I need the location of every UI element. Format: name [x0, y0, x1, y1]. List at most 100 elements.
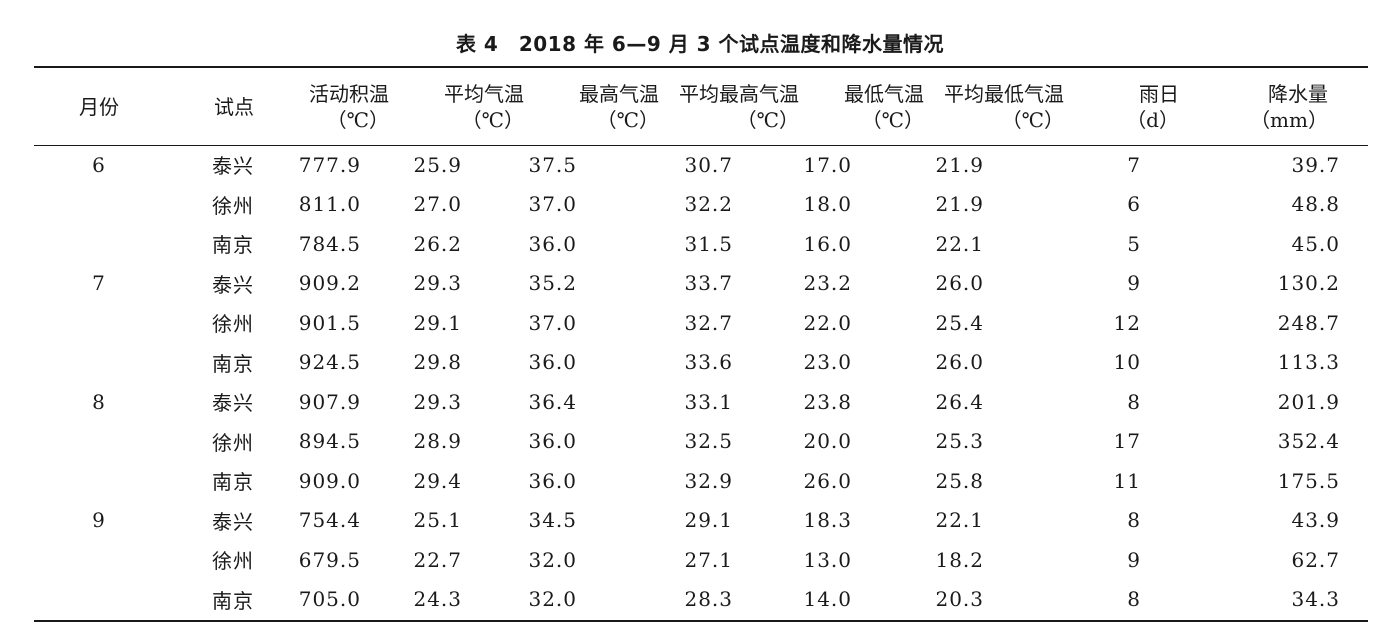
cell-value: 705.0	[298, 587, 361, 612]
header-month-label: 月份	[79, 94, 119, 119]
cell-value: 34.3	[1291, 587, 1340, 612]
cell-value: 32.5	[684, 429, 733, 454]
cell-value: 811.0	[298, 192, 361, 217]
table-row: 南京 784.5 26.2 36.0 31.5 16.0 22.1 5 45.0	[34, 224, 1368, 264]
cell-site: 徐州	[212, 430, 254, 455]
cell-value: 26.0	[935, 350, 984, 375]
cell-month	[34, 224, 164, 264]
header-mean-max-temp: 平均最高气温 （℃）	[659, 68, 799, 145]
table-bottom-rule	[34, 620, 1368, 622]
header-unit: （℃）	[861, 107, 924, 132]
cell-value: 201.9	[1277, 389, 1340, 414]
cell-value: 37.0	[528, 310, 577, 335]
cell-value: 36.4	[528, 389, 577, 414]
cell-value: 32.0	[528, 547, 577, 572]
cell-value: 907.9	[298, 389, 361, 414]
cell-value: 29.3	[413, 389, 462, 414]
cell-value: 25.9	[413, 152, 462, 177]
cell-value: 777.9	[298, 152, 361, 177]
cell-value: 22.1	[935, 508, 984, 533]
cell-value: 11	[1113, 468, 1141, 493]
cell-value: 12	[1113, 310, 1141, 335]
cell-value: 25.3	[935, 429, 984, 454]
header-unit: （℃）	[596, 107, 659, 132]
cell-site: 泰兴	[212, 154, 254, 179]
cell-value: 28.3	[684, 587, 733, 612]
cell-value: 25.4	[935, 310, 984, 335]
table-row: 南京 924.5 29.8 36.0 33.6 23.0 26.0 10 113.3	[34, 343, 1368, 383]
header-site-label: 试点	[214, 94, 254, 119]
cell-month	[34, 303, 164, 343]
cell-value: 25.8	[935, 468, 984, 493]
header-mean-temp: 平均气温 （℃）	[389, 68, 524, 145]
cell-value: 909.2	[298, 271, 361, 296]
cell-value: 26.0	[935, 271, 984, 296]
header-unit: （℃）	[736, 107, 799, 132]
cell-value: 62.7	[1291, 547, 1340, 572]
header-month: 月份	[34, 68, 164, 145]
cell-value: 8	[1127, 508, 1141, 533]
cell-value: 7	[1127, 152, 1141, 177]
table-row: 南京 909.0 29.4 36.0 32.9 26.0 25.8 11 175.5	[34, 461, 1368, 501]
cell-value: 29.1	[684, 508, 733, 533]
header-label: 最低气温	[844, 81, 924, 106]
table-row: 南京 705.0 24.3 32.0 28.3 14.0 20.3 8 34.3	[34, 580, 1368, 620]
cell-value: 9	[1127, 271, 1141, 296]
cell-value: 33.6	[684, 350, 733, 375]
cell-month: 8	[92, 389, 106, 414]
header-min-temp: 最低气温 （℃）	[799, 68, 924, 145]
cell-value: 22.7	[413, 547, 462, 572]
cell-value: 32.7	[684, 310, 733, 335]
cell-value: 352.4	[1277, 429, 1340, 454]
cell-value: 14.0	[803, 587, 852, 612]
cell-value: 18.3	[803, 508, 852, 533]
cell-month	[34, 185, 164, 225]
header-row: 月份 试点 活动积温 （℃） 平均气温 （℃） 最高气温 （℃） 平均最高气温 …	[34, 68, 1368, 145]
cell-value: 36.0	[528, 350, 577, 375]
cell-value: 175.5	[1277, 468, 1340, 493]
cell-value: 33.1	[684, 389, 733, 414]
table-row: 徐州 901.5 29.1 37.0 32.7 22.0 25.4 12 248.7	[34, 303, 1368, 343]
cell-site: 南京	[212, 470, 254, 495]
header-unit: （d）	[1126, 107, 1179, 132]
cell-value: 9	[1127, 547, 1141, 572]
cell-value: 21.9	[935, 152, 984, 177]
cell-site: 泰兴	[212, 509, 254, 534]
cell-site: 泰兴	[212, 272, 254, 297]
cell-value: 27.0	[413, 192, 462, 217]
cell-value: 29.8	[413, 350, 462, 375]
cell-value: 26.4	[935, 389, 984, 414]
cell-value: 29.1	[413, 310, 462, 335]
cell-value: 18.0	[803, 192, 852, 217]
cell-value: 924.5	[298, 350, 361, 375]
cell-value: 25.1	[413, 508, 462, 533]
cell-value: 22.1	[935, 231, 984, 256]
header-precipitation: 降水量 （mm）	[1189, 68, 1368, 145]
cell-site: 徐州	[212, 193, 254, 218]
cell-value: 29.4	[413, 468, 462, 493]
cell-site: 泰兴	[212, 391, 254, 416]
cell-value: 17.0	[803, 152, 852, 177]
header-mean-min-temp: 平均最低气温 （℃）	[924, 68, 1064, 145]
cell-value: 26.0	[803, 468, 852, 493]
cell-month	[34, 580, 164, 620]
cell-value: 26.2	[413, 231, 462, 256]
cell-value: 45.0	[1291, 231, 1340, 256]
cell-site: 南京	[212, 351, 254, 376]
cell-value: 23.8	[803, 389, 852, 414]
header-unit: （mm）	[1250, 107, 1328, 132]
cell-value: 18.2	[935, 547, 984, 572]
cell-value: 31.5	[684, 231, 733, 256]
cell-value: 24.3	[413, 587, 462, 612]
cell-value: 5	[1127, 231, 1141, 256]
cell-value: 20.0	[803, 429, 852, 454]
header-label: 平均最低气温	[944, 81, 1064, 106]
cell-value: 6	[1127, 192, 1141, 217]
table-header-rule	[34, 145, 1368, 146]
cell-month	[34, 461, 164, 501]
cell-value: 909.0	[298, 468, 361, 493]
cell-site: 南京	[212, 233, 254, 258]
cell-value: 784.5	[298, 231, 361, 256]
cell-value: 36.0	[528, 231, 577, 256]
cell-month	[34, 422, 164, 462]
